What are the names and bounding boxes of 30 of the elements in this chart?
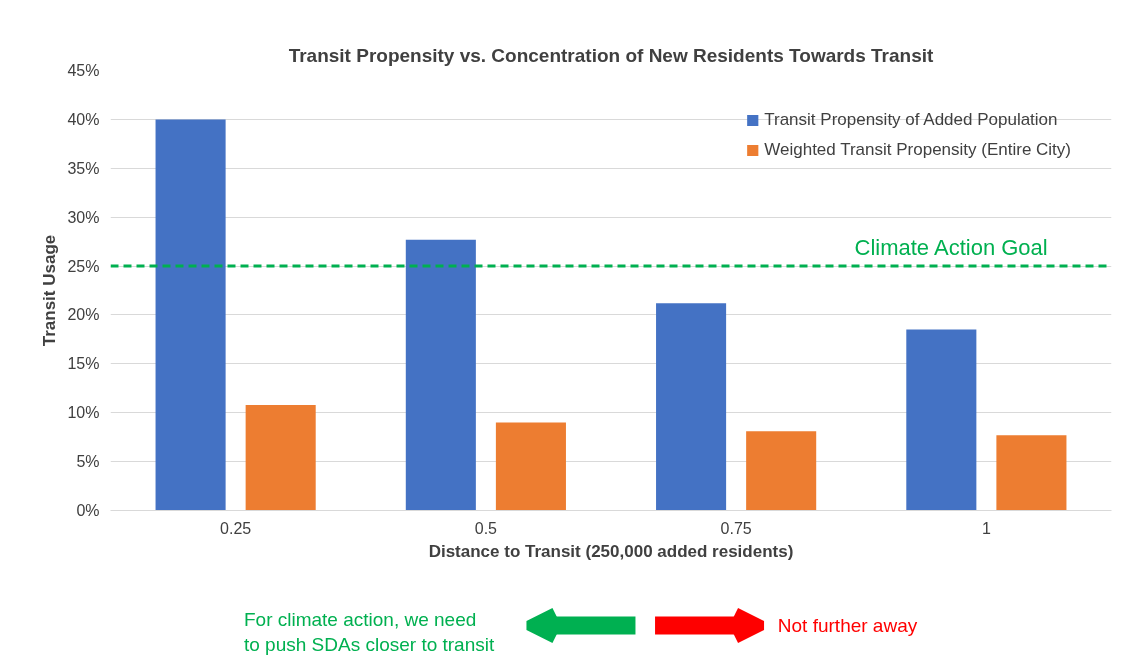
bar <box>906 329 977 511</box>
y-tick-label: 0% <box>76 502 100 519</box>
bar <box>245 404 316 511</box>
y-tick-label: 20% <box>67 306 100 324</box>
y-axis-title: Transit Usage <box>40 234 60 347</box>
x-tick-label: 1 <box>981 519 991 537</box>
y-tick-label: 15% <box>67 355 100 373</box>
y-tick-label: 30% <box>67 208 100 226</box>
bar <box>746 431 817 511</box>
y-tick-label: 35% <box>67 159 100 177</box>
y-tick-label: 5% <box>76 453 100 471</box>
ref-line-label: Climate Action Goal <box>854 235 1048 261</box>
bar <box>656 303 727 511</box>
legend-label: Weighted Transit Propensity (Entire City) <box>764 140 1071 160</box>
x-axis-title: Distance to Transit (250,000 added residents) <box>428 541 794 561</box>
y-tick-label: 45% <box>67 62 100 79</box>
bar <box>405 239 476 511</box>
bar <box>996 435 1067 511</box>
x-tick-label: 0.5 <box>474 519 498 537</box>
x-tick-label: 0.75 <box>720 519 752 537</box>
bar <box>155 119 226 511</box>
legend-label: Transit Propensity of Added Population <box>764 110 1058 130</box>
text: For climate action, we need to push SDAs closer to transit <box>243 609 495 656</box>
bar <box>495 422 566 511</box>
y-tick-label: 25% <box>67 257 100 275</box>
chart-title: Transit Propensity vs. Concentration of New Residents Towards Transit <box>288 44 935 66</box>
y-tick-label: 10% <box>67 404 100 422</box>
x-tick-label: 0.25 <box>220 519 252 537</box>
y-tick-label: 40% <box>67 110 100 128</box>
text: Not further away <box>777 614 918 636</box>
